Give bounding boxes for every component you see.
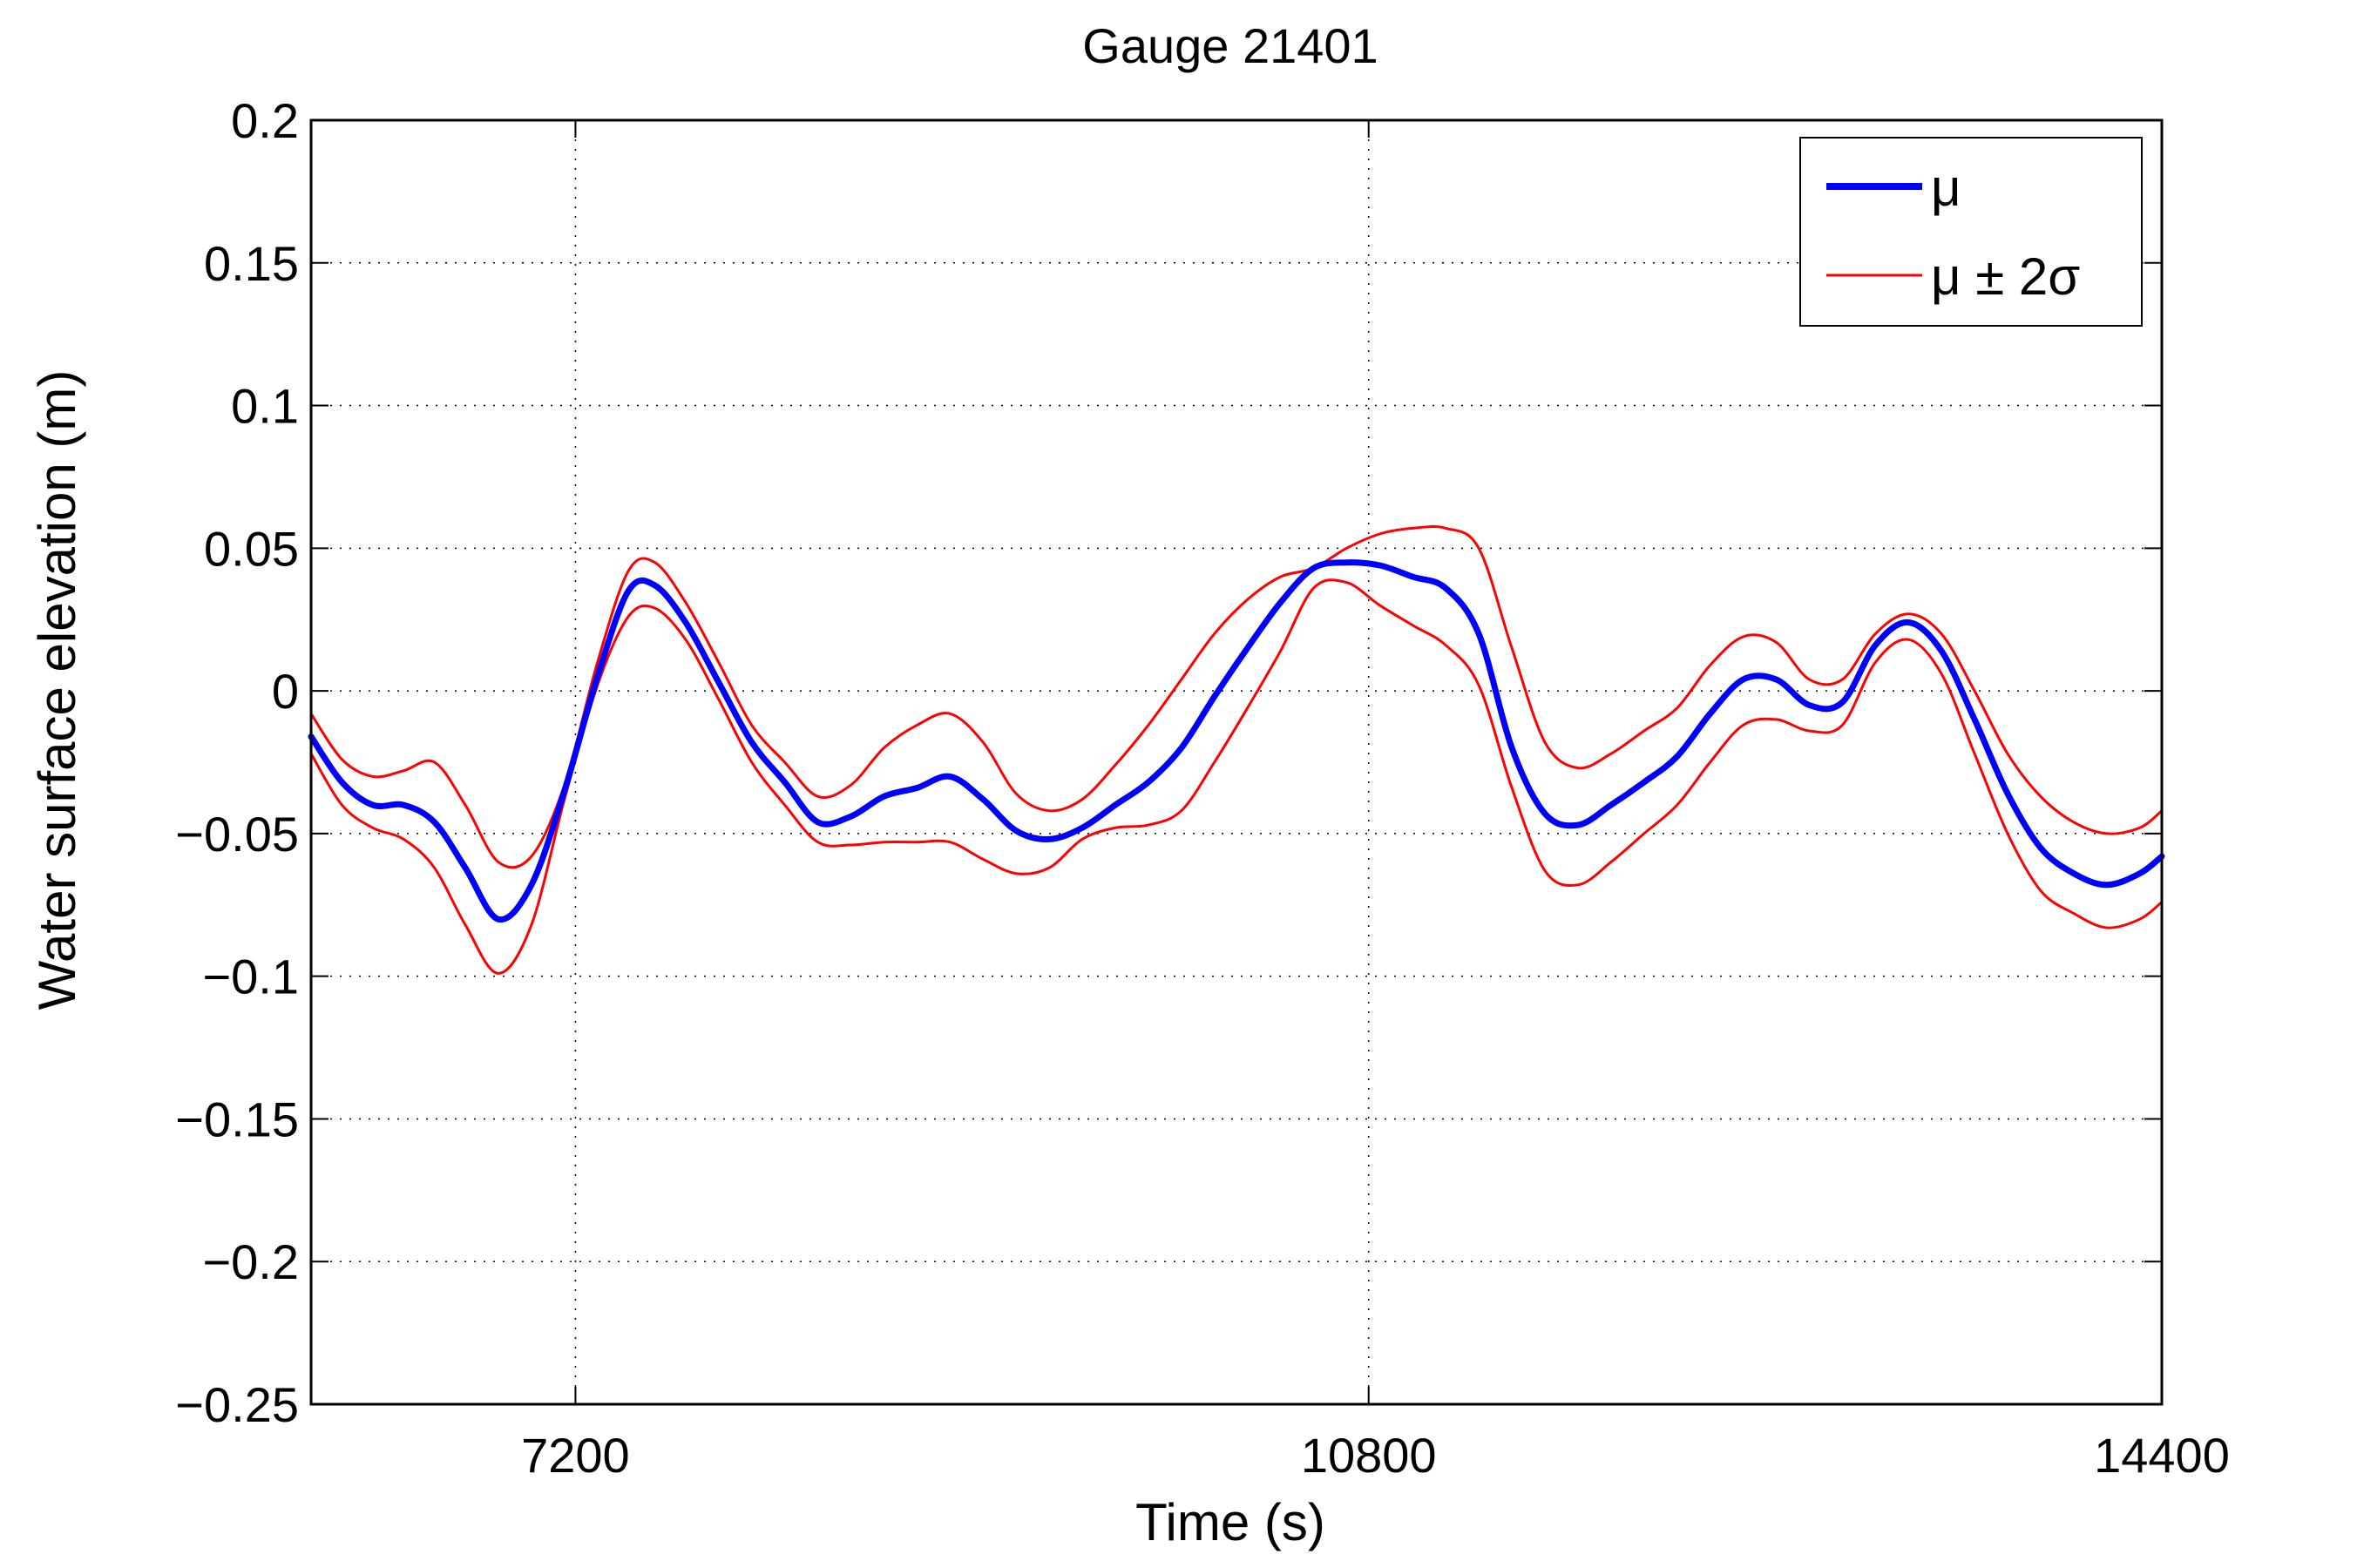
- series-group: [308, 524, 2165, 975]
- y-tick-label: 0.05: [204, 521, 299, 576]
- y-tick-label: −0.05: [175, 807, 299, 862]
- grid-lines: [311, 120, 2162, 1404]
- x-tick-label: 14400: [2094, 1428, 2230, 1483]
- y-tick-label: −0.1: [202, 950, 299, 1004]
- legend-label-mean: μ: [1931, 159, 1961, 217]
- y-axis-label: Water surface elevation (m): [28, 370, 86, 1010]
- x-tick-labels: 7200 10800 14400: [521, 1428, 2230, 1483]
- plot-frame: [309, 118, 2164, 1406]
- axis-ticks: [311, 119, 2163, 1405]
- y-tick-label: 0.1: [231, 379, 299, 434]
- series-line-upper-band: [309, 524, 2164, 869]
- x-axis-label: Time (s): [1135, 1493, 1325, 1551]
- y-tick-label: 0: [272, 664, 299, 719]
- chart-title: Gauge 21401: [1082, 18, 1378, 73]
- y-tick-labels: 0.2 0.15 0.1 0.05 0 −0.05 −0.1 −0.15 −0.2 −0.25: [175, 93, 299, 1432]
- x-tick-label: 7200: [521, 1428, 630, 1483]
- legend: μ μ ± 2σ: [1799, 137, 2143, 327]
- legend-box: [1799, 137, 2143, 327]
- y-tick-label: 0.15: [204, 236, 299, 291]
- y-tick-label: −0.2: [202, 1234, 299, 1289]
- x-tick-label: 10800: [1301, 1428, 1437, 1483]
- y-tick-label: −0.25: [175, 1377, 299, 1432]
- series-line-mean: [308, 559, 2165, 923]
- y-tick-label: 0.2: [231, 93, 299, 148]
- legend-label-band: μ ± 2σ: [1931, 247, 2080, 306]
- y-tick-label: −0.15: [175, 1092, 299, 1146]
